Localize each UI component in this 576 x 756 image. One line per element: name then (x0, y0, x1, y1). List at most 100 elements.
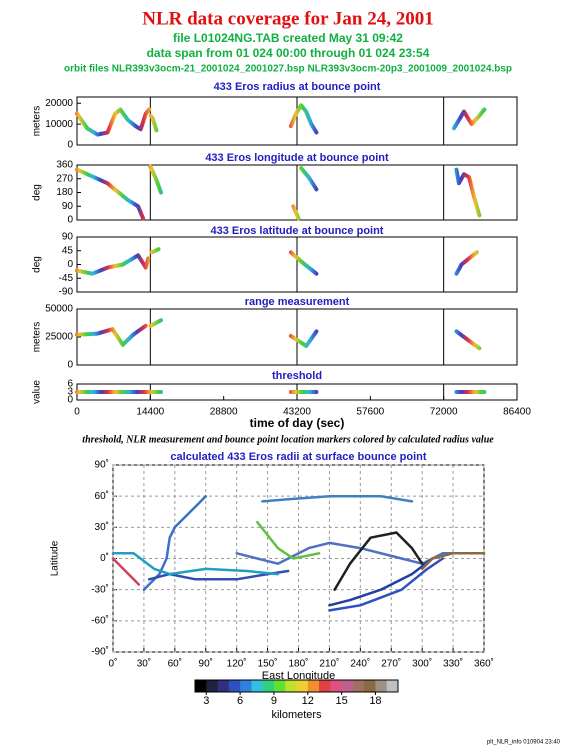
y-tick-label: 0˚ (100, 552, 109, 564)
y-tick-label: 360 (56, 160, 73, 171)
colorbar-cell (296, 680, 309, 692)
footer: plt_NLR_info 010904 23:40 (487, 740, 561, 746)
colorbar-cell (386, 680, 399, 692)
colorbar-cell (319, 680, 331, 692)
y-tick-label: 270 (56, 173, 73, 184)
x-tick-label: 14400 (136, 407, 164, 418)
colorbar-tick-label: 15 (335, 695, 347, 707)
data-line (328, 557, 445, 612)
data-line (235, 541, 486, 565)
x-tick-label: 30˚ (137, 658, 151, 670)
y-tick-label: 180 (56, 187, 73, 198)
y-tick-label: -45 (59, 273, 74, 284)
data-line (142, 494, 208, 591)
y-axis-label: meters (32, 322, 43, 353)
panel-title: calculated 433 Eros radii at surface bou… (170, 451, 426, 463)
x-tick-label: 57600 (356, 407, 384, 418)
y-tick-label: 6 (67, 379, 73, 390)
y-tick-label: 90˚ (95, 459, 109, 471)
subtitle: orbit files NLR393v3ocm-21_2001024_20010… (64, 64, 512, 75)
x-axis-label: East Longitude (262, 670, 335, 682)
colorbar-cell (262, 680, 275, 692)
x-tick-label: 72000 (430, 407, 458, 418)
panel-title: 433 Eros longitude at bounce point (205, 152, 389, 164)
subtitle: data span from 01 024 00:00 through 01 0… (147, 46, 430, 60)
data-line (420, 552, 486, 571)
y-tick-label: 60˚ (95, 490, 109, 502)
x-tick-label: 300˚ (412, 658, 432, 670)
y-tick-label: 0 (67, 395, 73, 406)
colorbar-tick-label: 12 (302, 695, 314, 707)
colorbar-cell (195, 680, 207, 692)
y-axis-label: deg (32, 184, 43, 201)
y-axis-label: deg (32, 256, 43, 273)
data-line (111, 552, 280, 576)
colorbar-cell (307, 680, 320, 692)
x-tick-label: 43200 (283, 407, 311, 418)
x-tick-label: 210˚ (319, 658, 339, 670)
caption: threshold, NLR measurement and bounce po… (82, 434, 494, 445)
y-tick-label: 0 (67, 215, 73, 226)
panel-title: range measurement (245, 296, 350, 308)
data-line (256, 520, 321, 560)
x-tick-label: 90˚ (199, 658, 213, 670)
x-tick-label: 180˚ (288, 658, 308, 670)
y-axis-label: Latitude (50, 540, 61, 576)
y-tick-label: -90 (59, 287, 74, 298)
x-tick-label: 0˚ (109, 658, 118, 670)
panel-title: 433 Eros latitude at bounce point (211, 225, 384, 237)
y-tick-label: 0 (67, 360, 73, 371)
x-tick-label: 150˚ (258, 658, 278, 670)
y-tick-label: 30˚ (95, 521, 109, 533)
data-line (328, 557, 434, 607)
colorbar-cell (352, 680, 365, 692)
colorbar-cell (330, 680, 343, 692)
y-tick-label: -90˚ (91, 646, 109, 658)
page-title: NLR data coverage for Jan 24, 2001 (142, 8, 433, 29)
x-tick-label: 270˚ (381, 658, 401, 670)
colorbar-tick-label: 6 (237, 695, 243, 707)
y-tick-label: 50000 (45, 304, 73, 315)
colorbar-cell (341, 680, 354, 692)
colorbar-tick-label: 3 (203, 695, 209, 707)
colorbar-cell (273, 680, 286, 692)
colorbar-cell (217, 680, 230, 692)
y-tick-label: 3 (67, 387, 73, 398)
subtitle: file L01024NG.TAB created May 31 09:42 (173, 31, 403, 45)
data-line (111, 557, 141, 586)
x-tick-label: 240˚ (350, 658, 370, 670)
y-tick-label: 90 (62, 232, 74, 243)
colorbar-cell (285, 680, 297, 692)
x-tick-label: 60˚ (168, 658, 182, 670)
colorbar-cell (251, 680, 264, 692)
colorbar-cell (206, 680, 219, 692)
data-line (261, 494, 414, 503)
colorbar-cell (240, 680, 252, 692)
y-tick-label: 0 (67, 140, 73, 151)
colorbar-cell (375, 680, 388, 692)
y-tick-label: 0 (67, 259, 73, 270)
x-tick-label: 360˚ (474, 658, 494, 670)
colorbar-tick-label: 18 (369, 695, 381, 707)
y-tick-label: 20000 (45, 98, 73, 109)
y-tick-label: 10000 (45, 119, 73, 130)
panel-title: threshold (272, 370, 322, 382)
panel-title: 433 Eros radius at bounce point (214, 81, 381, 93)
colorbar-cell (364, 680, 376, 692)
colorbar-label: kilometers (271, 709, 322, 721)
x-tick-label: 0 (74, 407, 80, 418)
x-axis-label: time of day (sec) (250, 416, 345, 430)
colorbar-frame (194, 679, 399, 693)
y-tick-label: -60˚ (91, 614, 109, 626)
x-tick-label: 120˚ (227, 658, 247, 670)
y-tick-label: 90 (62, 201, 74, 212)
y-tick-label: 45 (62, 245, 74, 256)
colorbar-tick-label: 9 (271, 695, 277, 707)
y-tick-label: 25000 (45, 332, 73, 343)
x-tick-label: 330˚ (443, 658, 463, 670)
y-tick-label: -30˚ (91, 583, 109, 595)
colorbar-cell (228, 680, 241, 692)
y-axis-label: meters (32, 106, 43, 137)
data-line (333, 531, 424, 591)
